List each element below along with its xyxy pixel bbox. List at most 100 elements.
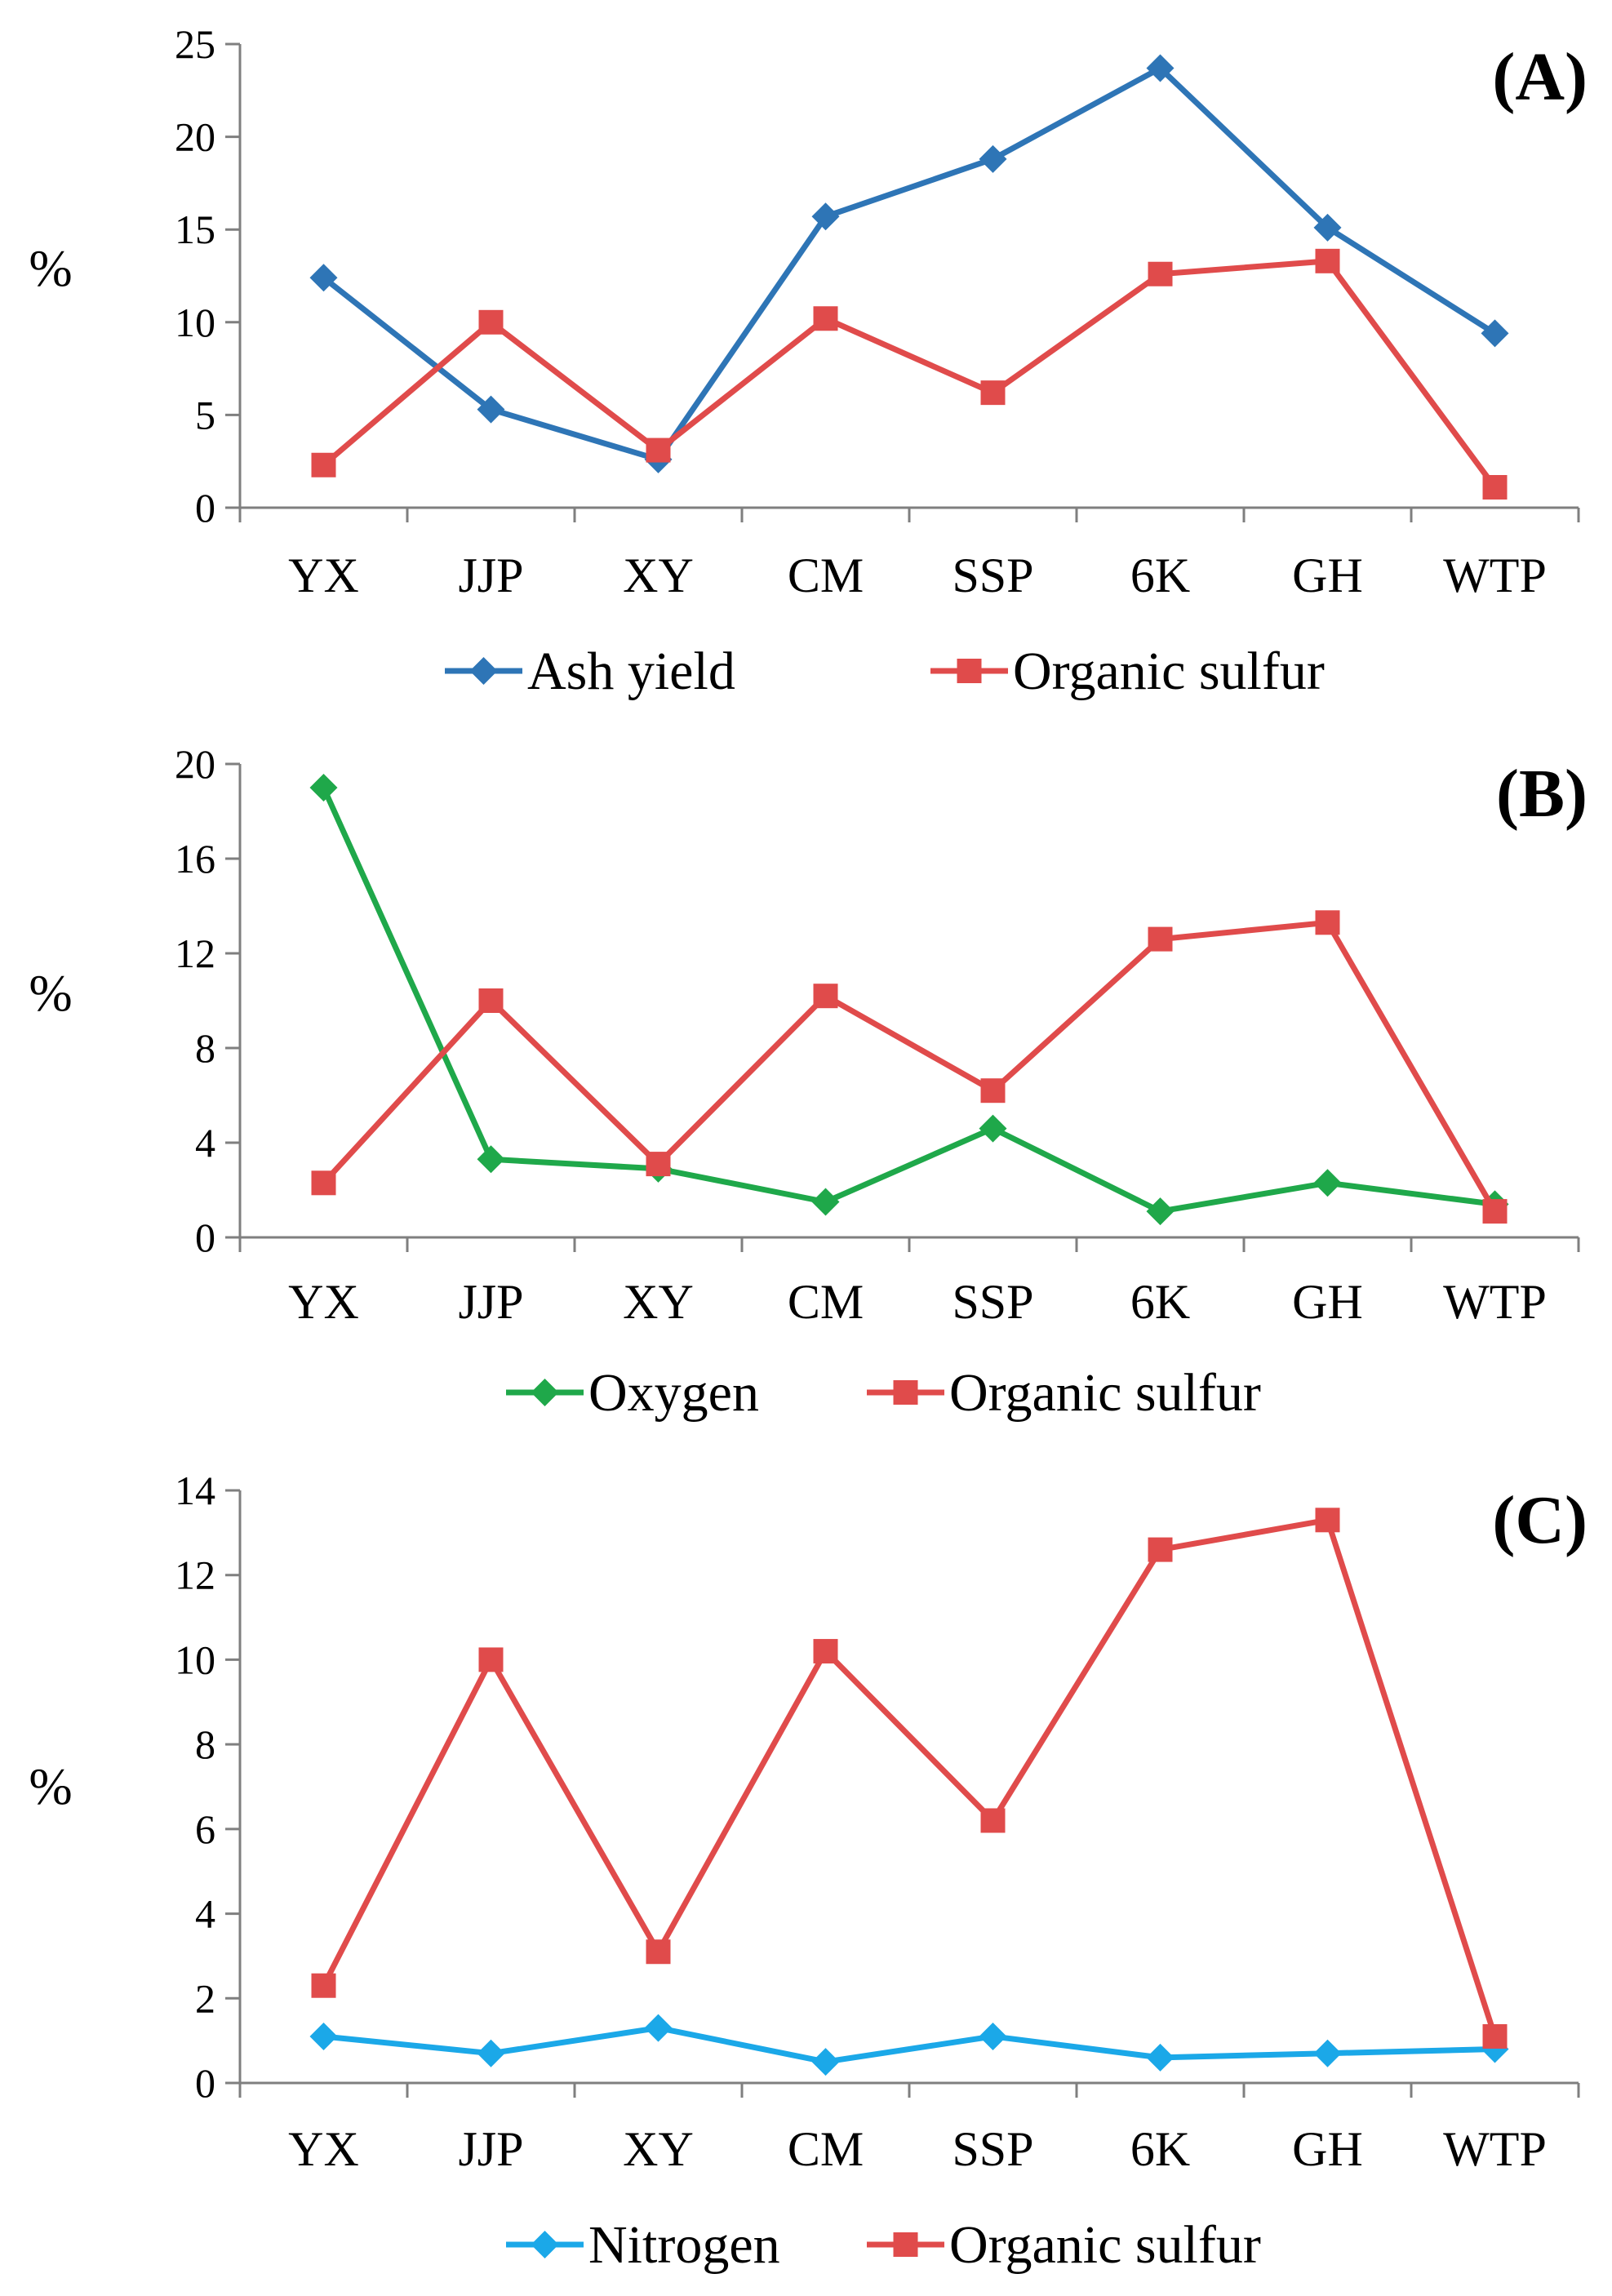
legend-marker bbox=[893, 1380, 918, 1405]
x-tick-label: CM bbox=[788, 548, 864, 602]
y-tick-label: 2 bbox=[195, 1975, 215, 2021]
x-tick-label: XY bbox=[623, 2122, 694, 2176]
data-point bbox=[811, 1188, 840, 1216]
panel-label: (C) bbox=[1492, 1482, 1588, 1558]
x-tick-label: JJP bbox=[458, 1275, 523, 1329]
x-tick-label: YX bbox=[288, 548, 359, 602]
data-point bbox=[311, 452, 336, 477]
data-point bbox=[1148, 1537, 1173, 1562]
data-point bbox=[811, 2048, 840, 2076]
data-point bbox=[1315, 248, 1340, 273]
series-line bbox=[322, 258, 1498, 490]
x-tick-label: XY bbox=[623, 548, 694, 602]
legend-marker bbox=[893, 2232, 918, 2257]
chart-panel-2: 0 4 8 12 16 20 YX JJP XY CM SSP 6K GH WTP% (B) Oxygen Or… bbox=[29, 741, 1588, 1423]
legend-marker bbox=[531, 1379, 559, 1406]
data-point bbox=[1315, 1508, 1340, 1533]
legend-label: Ash yield bbox=[527, 642, 735, 701]
data-point bbox=[644, 2014, 673, 2042]
y-tick-label: 25 bbox=[175, 21, 215, 67]
data-point bbox=[309, 774, 338, 802]
data-point bbox=[646, 1939, 671, 1965]
x-tick-label: 6K bbox=[1130, 1275, 1190, 1329]
data-point bbox=[1148, 926, 1173, 952]
data-point bbox=[1146, 1197, 1175, 1226]
x-tick-label: SSP bbox=[952, 548, 1033, 602]
y-axis-label: % bbox=[29, 964, 72, 1022]
data-point bbox=[311, 1973, 336, 1998]
data-point bbox=[478, 309, 504, 335]
data-point bbox=[1482, 1199, 1508, 1224]
panel-label: (A) bbox=[1492, 39, 1588, 115]
data-point bbox=[477, 1145, 505, 1174]
y-tick-label: 20 bbox=[175, 741, 215, 787]
x-tick-label: CM bbox=[788, 1275, 864, 1329]
data-point bbox=[980, 1078, 1006, 1104]
series-organic-sulfur bbox=[311, 248, 1508, 500]
data-point bbox=[311, 1170, 336, 1196]
legend-label: Organic sulfur bbox=[1013, 642, 1325, 701]
x-tick-label: SSP bbox=[952, 1275, 1033, 1329]
data-point bbox=[1146, 54, 1175, 82]
data-point bbox=[1148, 261, 1173, 286]
data-point bbox=[979, 2022, 1007, 2050]
legend-label: Nitrogen bbox=[588, 2215, 780, 2275]
x-tick-label: 6K bbox=[1130, 2122, 1190, 2176]
y-tick-label: 12 bbox=[175, 1552, 215, 1598]
data-point bbox=[811, 202, 840, 231]
data-point bbox=[980, 380, 1006, 406]
data-point bbox=[979, 1114, 1007, 1143]
data-point bbox=[813, 1639, 838, 1664]
data-point bbox=[1313, 1169, 1342, 1197]
data-point bbox=[477, 2039, 505, 2067]
legend-marker bbox=[957, 659, 982, 683]
data-point bbox=[1315, 910, 1340, 935]
y-axis-label: % bbox=[29, 1757, 72, 1815]
x-tick-label: SSP bbox=[952, 2122, 1033, 2176]
x-tick-label: JJP bbox=[458, 2122, 523, 2176]
y-tick-label: 15 bbox=[175, 207, 215, 252]
legend-marker bbox=[531, 2231, 559, 2258]
x-tick-label: CM bbox=[788, 2122, 864, 2176]
data-point bbox=[1313, 2039, 1342, 2067]
y-tick-label: 8 bbox=[195, 1721, 215, 1767]
data-point bbox=[309, 2022, 338, 2050]
series-organic-sulfur bbox=[311, 910, 1508, 1224]
series-oxygen bbox=[309, 774, 1509, 1226]
y-tick-label: 0 bbox=[195, 485, 215, 531]
y-tick-label: 6 bbox=[195, 1806, 215, 1852]
data-point bbox=[1146, 2043, 1175, 2072]
series-line bbox=[323, 2025, 1495, 2065]
data-point bbox=[477, 395, 505, 424]
series-nitrogen bbox=[309, 2014, 1509, 2076]
x-tick-label: WTP bbox=[1443, 1275, 1547, 1329]
y-tick-label: 10 bbox=[175, 300, 215, 345]
y-axis-label: % bbox=[29, 239, 72, 297]
y-tick-label: 10 bbox=[175, 1637, 215, 1682]
series-line bbox=[322, 65, 1497, 463]
data-point bbox=[813, 984, 838, 1009]
legend: Oxygen Organic sulfur bbox=[506, 1363, 1261, 1423]
y-tick-label: 5 bbox=[195, 392, 215, 437]
chart-panel-1: 0 5 10 15 20 25 YX JJP XY CM SSP 6K GH WTP% (A) Ash yie… bbox=[29, 21, 1588, 701]
y-tick-label: 4 bbox=[195, 1891, 215, 1937]
x-tick-label: GH bbox=[1292, 548, 1363, 602]
y-tick-label: 20 bbox=[175, 114, 215, 160]
data-point bbox=[1482, 2023, 1508, 2049]
y-tick-label: 12 bbox=[175, 930, 215, 976]
data-point bbox=[478, 1647, 504, 1672]
chart-panel-3: 0 2 4 6 8 10 12 14 YX JJP XY CM SSP 6K GH WTP% (C) Nitrog… bbox=[29, 1468, 1588, 2275]
data-point bbox=[979, 144, 1007, 173]
x-tick-label: 6K bbox=[1130, 548, 1190, 602]
x-tick-label: YX bbox=[288, 1275, 359, 1329]
y-tick-label: 14 bbox=[175, 1468, 215, 1513]
x-tick-label: WTP bbox=[1443, 2122, 1547, 2176]
x-tick-label: GH bbox=[1292, 1275, 1363, 1329]
legend: Ash yield Organic sulfur bbox=[445, 642, 1325, 701]
data-point bbox=[309, 264, 338, 292]
series-line bbox=[321, 786, 1495, 1215]
series-line bbox=[321, 1517, 1498, 2038]
data-point bbox=[1313, 213, 1342, 242]
